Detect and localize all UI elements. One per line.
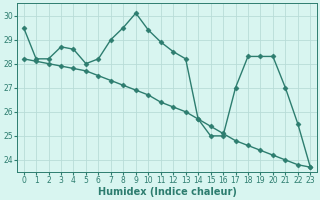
X-axis label: Humidex (Indice chaleur): Humidex (Indice chaleur) (98, 187, 236, 197)
